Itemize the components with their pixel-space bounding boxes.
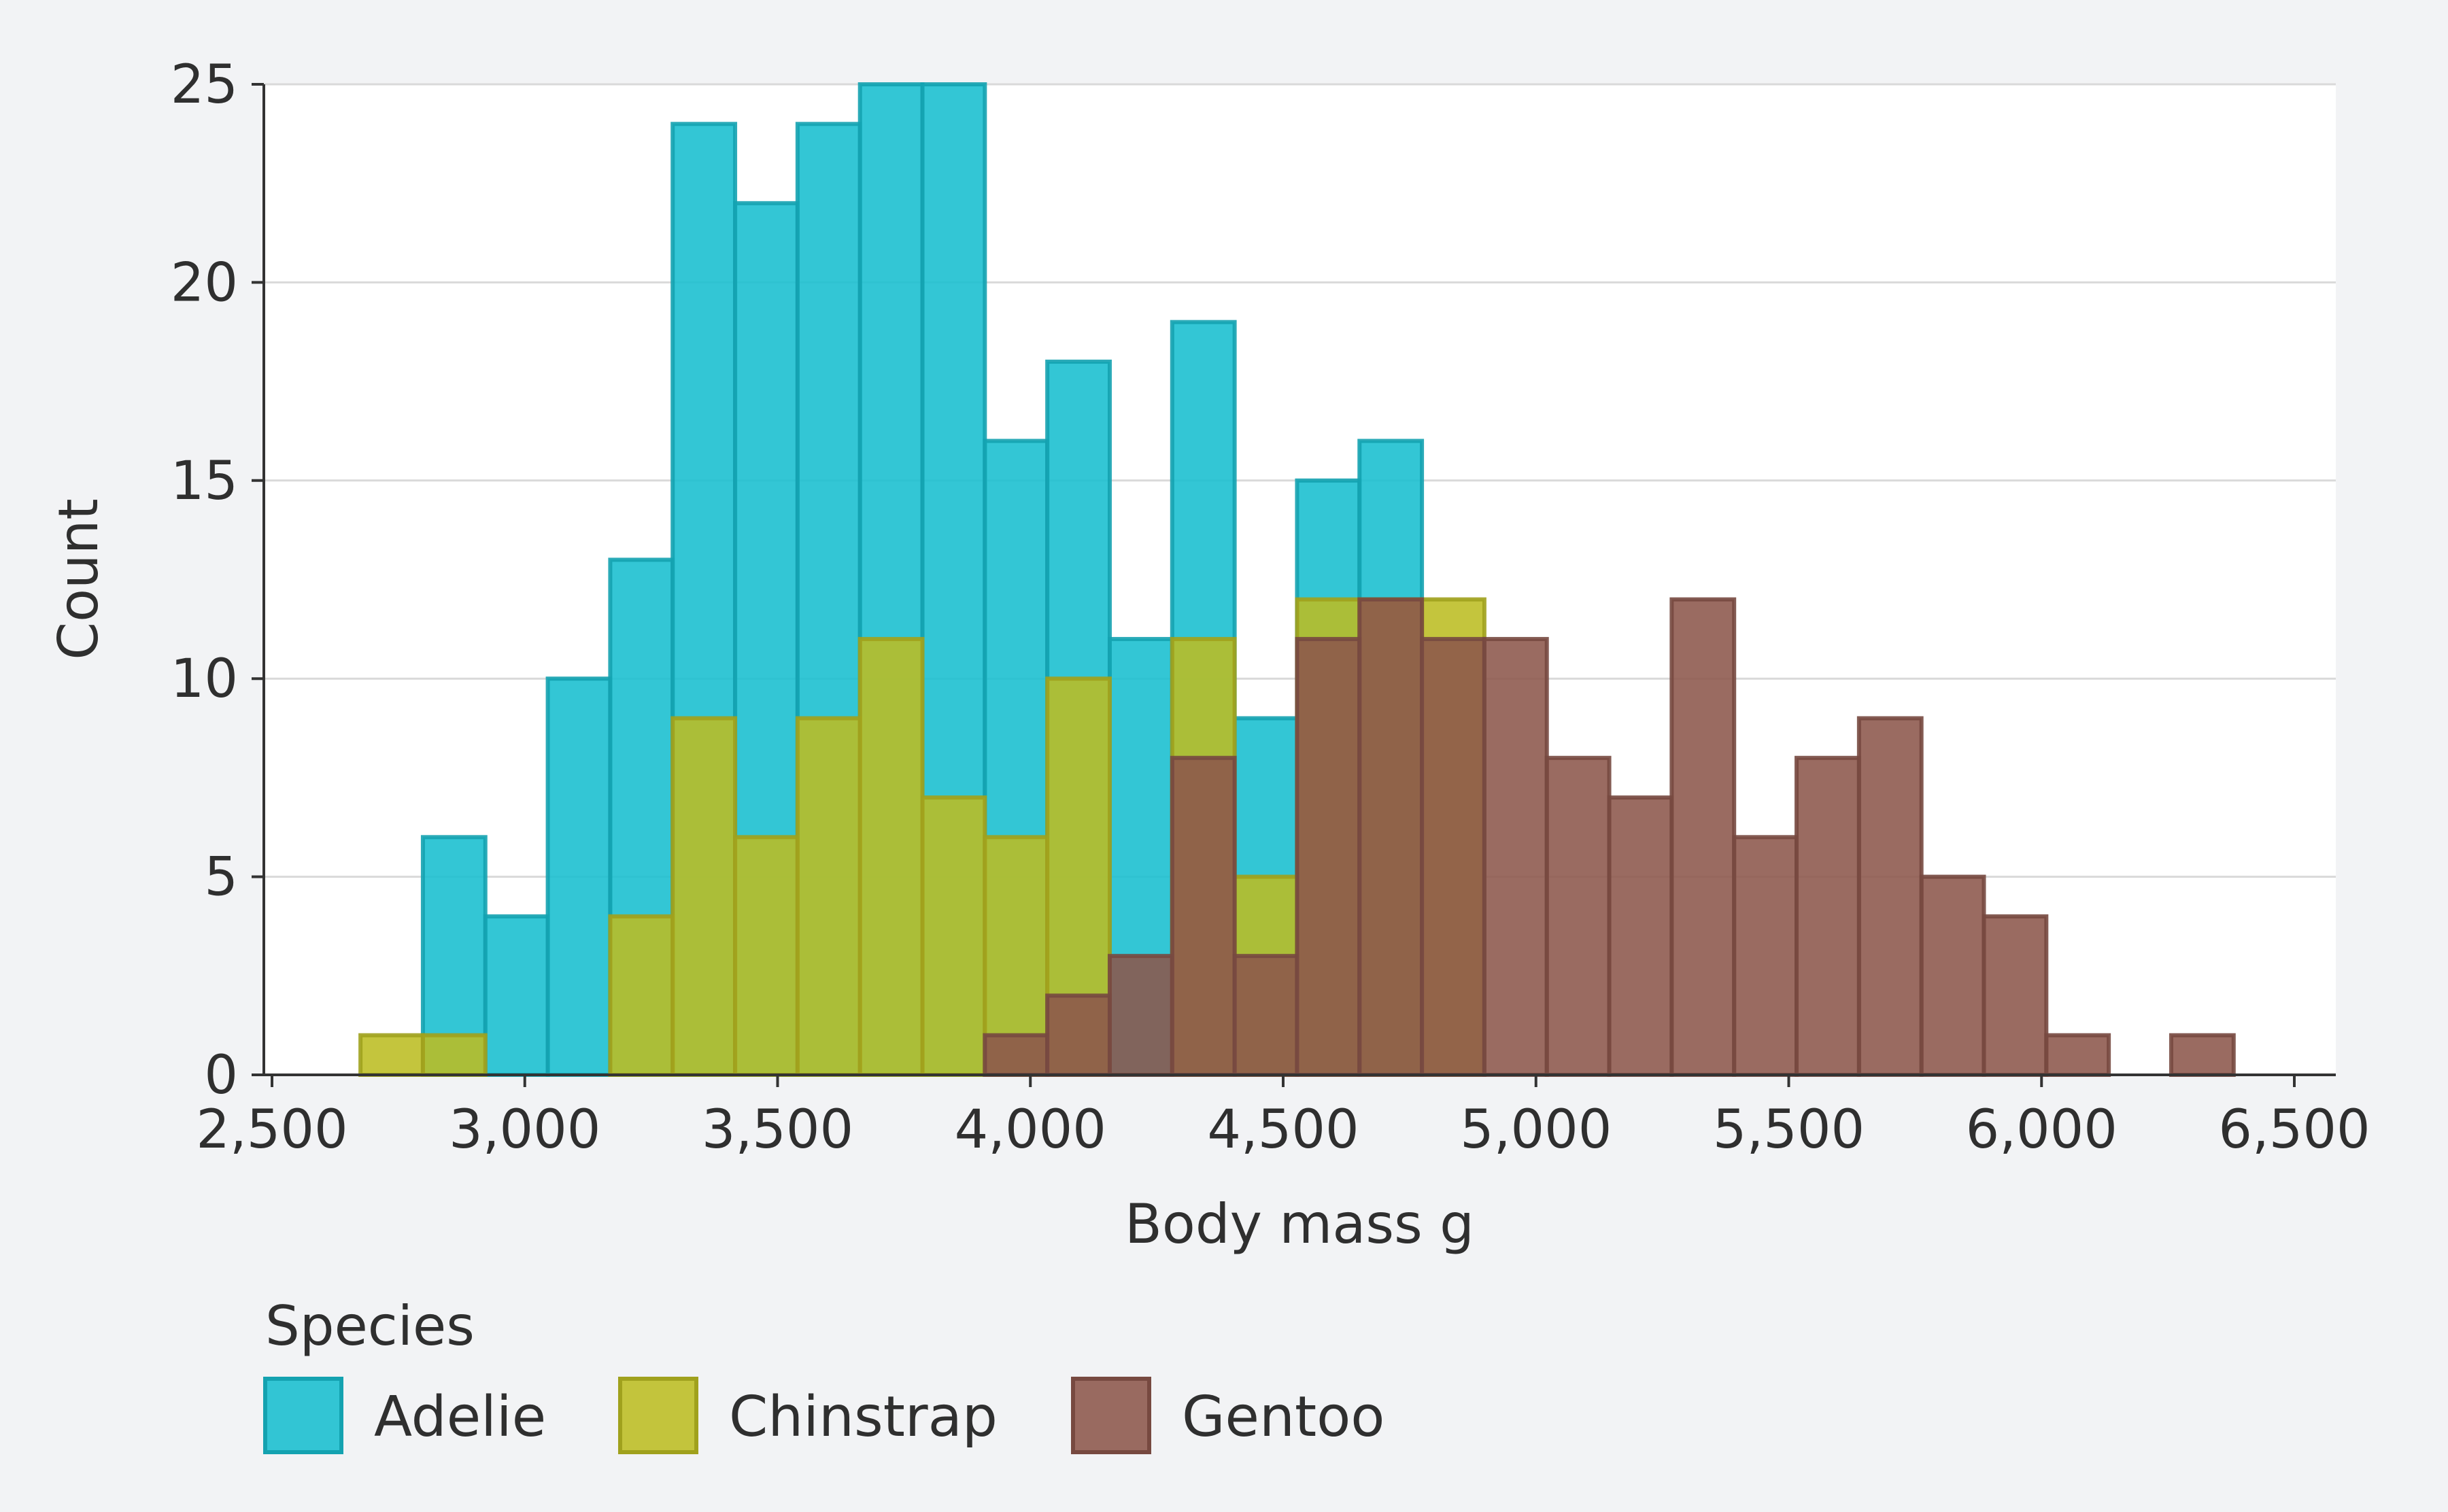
bar-chinstrap <box>673 718 735 1075</box>
x-tick-label: 2,500 <box>196 1099 347 1161</box>
bar-gentoo <box>985 1035 1047 1075</box>
legend-label: Adelie <box>374 1385 546 1449</box>
y-tick-label: 15 <box>171 451 238 512</box>
bar-gentoo <box>1484 639 1547 1075</box>
bar-gentoo <box>1422 639 1484 1075</box>
bar-chinstrap <box>360 1035 423 1075</box>
legend-item-gentoo: Gentoo <box>1073 1379 1384 1452</box>
x-axis-ticks: 2,500 3,000 3,500 4,000 4,500 5,000 5,500 6,000… <box>196 1075 2370 1161</box>
x-tick-label: 3,000 <box>449 1099 600 1161</box>
legend-swatch <box>1073 1379 1149 1452</box>
y-tick-label: 5 <box>204 847 238 908</box>
legend: Species Adelie Chinstrap Gentoo <box>265 1294 1384 1452</box>
bar-adelie <box>548 678 611 1075</box>
bar-gentoo <box>1110 956 1172 1075</box>
x-tick-label: 5,500 <box>1713 1099 1865 1161</box>
x-tick-label: 6,000 <box>1966 1099 2118 1161</box>
bar-gentoo <box>2171 1035 2234 1075</box>
legend-item-chinstrap: Chinstrap <box>620 1379 998 1452</box>
bar-gentoo <box>1984 916 2046 1075</box>
x-axis-title: Body mass g <box>1125 1192 1474 1256</box>
bar-chinstrap <box>860 639 923 1075</box>
y-tick-label: 20 <box>171 252 238 313</box>
bar-chinstrap <box>798 718 860 1075</box>
bar-gentoo <box>1859 718 1922 1075</box>
x-tick-label: 4,000 <box>955 1099 1106 1161</box>
bar-gentoo <box>1297 639 1359 1075</box>
y-tick-label: 25 <box>171 54 238 116</box>
bar-gentoo <box>1047 995 1110 1075</box>
legend-label: Gentoo <box>1182 1385 1384 1449</box>
x-tick-label: 6,500 <box>2218 1099 2370 1161</box>
bar-gentoo <box>1734 837 1797 1075</box>
bar-chinstrap <box>735 837 798 1075</box>
y-tick-label: 0 <box>204 1045 238 1106</box>
bar-gentoo <box>1235 956 1297 1075</box>
x-tick-label: 5,000 <box>1460 1099 1612 1161</box>
legend-item-adelie: Adelie <box>265 1379 546 1452</box>
bar-chinstrap <box>423 1035 486 1075</box>
x-tick-label: 4,500 <box>1207 1099 1359 1161</box>
bar-gentoo <box>1610 797 1672 1075</box>
bar-chinstrap <box>923 797 985 1075</box>
legend-swatch <box>265 1379 341 1452</box>
legend-title: Species <box>265 1294 475 1358</box>
x-tick-label: 3,500 <box>702 1099 853 1161</box>
y-tick-label: 10 <box>171 649 238 710</box>
legend-label: Chinstrap <box>729 1385 998 1449</box>
y-axis-title: Count <box>47 498 110 660</box>
y-axis-ticks: 0 5 10 15 20 25 <box>171 54 264 1106</box>
bar-gentoo <box>1797 758 1859 1075</box>
bar-gentoo <box>1671 600 1734 1075</box>
legend-swatch <box>620 1379 696 1452</box>
bar-gentoo <box>1922 877 1984 1075</box>
bar-chinstrap <box>610 916 673 1075</box>
bar-gentoo <box>2046 1035 2109 1075</box>
bar-gentoo <box>1359 600 1422 1075</box>
bar-gentoo <box>1547 758 1610 1075</box>
bar-gentoo <box>1172 758 1235 1075</box>
bar-adelie <box>486 916 548 1075</box>
